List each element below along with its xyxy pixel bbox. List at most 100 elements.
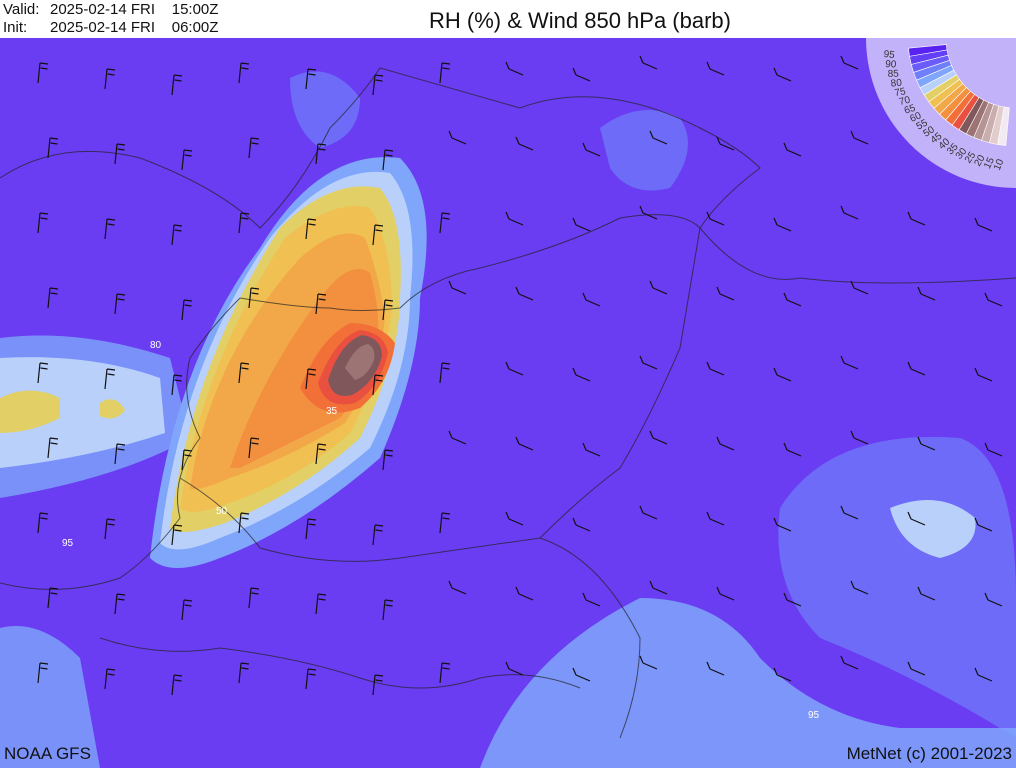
border-balkan [99,637,581,689]
wind-barb [305,518,317,540]
wind-barb [706,511,725,526]
wind-barb [37,362,49,384]
wind-barb [850,430,869,445]
wind-barb [505,511,524,526]
wind-barb [974,217,993,232]
wind-barb [439,62,451,84]
border-west [0,297,241,590]
wind-barb [649,580,668,595]
wind-barb [439,212,451,234]
wind-barb [907,211,926,226]
map-title: RH (%) & Wind 850 hPa (barb) [429,8,731,33]
wind-barb [582,442,601,457]
wind-barb [907,661,926,676]
wind-barb [114,143,126,165]
wind-barb [917,436,936,451]
wind-barb [582,142,601,157]
wind-barb [783,292,802,307]
wind-barb [572,217,591,232]
weather-map: 80 35 50 95 95 9590858075706560555045403… [0,38,1016,768]
wind-barb [505,361,524,376]
rh-area-south [480,598,1016,768]
wind-barb [716,136,735,151]
wind-barb [639,355,658,370]
wind-barb [238,512,250,534]
wind-barb [639,505,658,520]
wind-barb [238,362,250,384]
wind-barb [448,130,467,145]
contour-label: 35 [326,406,338,417]
border-south [179,477,641,739]
wind-barb [706,661,725,676]
copyright: MetNet (c) 2001-2023 [846,744,1012,763]
legend-label: 15 [982,155,997,170]
wind-barb [372,224,384,246]
wind-barb [37,512,49,534]
wind-barb [171,224,183,246]
wind-barb [706,361,725,376]
wind-barb [181,299,193,321]
wind-barb [649,430,668,445]
wind-barb [515,436,534,451]
rh-area-east-light [890,500,976,558]
legend-label: 90 [885,59,897,71]
init-time: 2025-02-14 FRI 06:00Z [50,19,219,36]
wind-barb [840,205,859,220]
wind-barb [315,293,327,315]
legend-label: 55 [915,117,930,132]
wind-barb [171,524,183,546]
contour-label: 95 [808,710,820,721]
wind-barb [515,286,534,301]
wind-barb [315,593,327,615]
wind-barb [572,517,591,532]
country-borders [0,67,1016,739]
rh-area-70 [0,357,165,468]
data-source: NOAA GFS [4,744,91,763]
rh-area-65-west [0,390,60,433]
wind-barb [974,667,993,682]
wind-barb [649,130,668,145]
wind-barb [305,68,317,90]
wind-barb [47,437,59,459]
rh-area-50 [230,268,379,468]
wind-barb [372,674,384,696]
wind-barb [505,211,524,226]
rh-area-30 [345,344,375,380]
wind-barb [649,280,668,295]
wind-barb [515,586,534,601]
wind-barb [639,205,658,220]
init-label: Init: [3,19,28,36]
wind-barb [104,668,116,690]
legend-label: 20 [972,153,987,169]
rh-area-southwest [0,626,100,768]
wind-barb [840,55,859,70]
legend-swatch-10 [997,106,1010,146]
wind-barb [382,449,394,471]
wind-barb [850,130,869,145]
wind-barb [305,668,317,690]
wind-barb [114,593,126,615]
wind-barb [917,286,936,301]
wind-barb [850,580,869,595]
wind-barb [783,592,802,607]
contour-label: 80 [150,340,162,351]
wind-barb [372,74,384,96]
wind-barb [315,143,327,165]
wind-barb [907,361,926,376]
wind-barb [974,367,993,382]
wind-barb [248,437,260,459]
wind-barb [773,667,792,682]
wind-barb [382,299,394,321]
wind-barb [439,362,451,384]
wind-barb [773,67,792,82]
wind-barb [47,587,59,609]
wind-barb [248,287,260,309]
wind-barb [783,442,802,457]
wind-barb [850,280,869,295]
wind-barb [382,599,394,621]
wind-barb [907,511,926,526]
wind-barb [181,449,193,471]
wind-barb [47,287,59,309]
wind-barb [840,505,859,520]
